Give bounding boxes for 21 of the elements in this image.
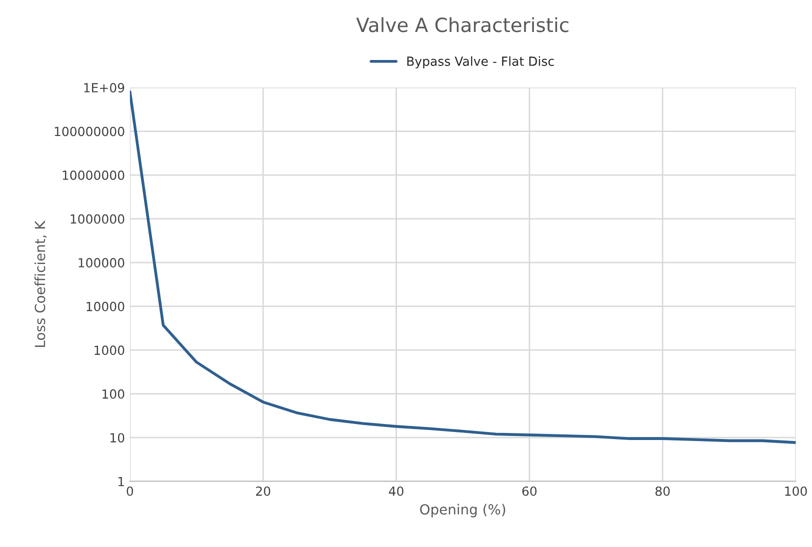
y-tick-label: 1E+09 — [84, 82, 124, 92]
y-tick-label: 1000 — [94, 346, 124, 356]
y-tick-label: 10000000 — [62, 170, 124, 180]
y-tick-label: 1 — [118, 476, 124, 486]
y-tick-label: 100 — [102, 389, 124, 399]
x-tick-label: 40 — [388, 486, 404, 496]
x-axis-title: Opening (%) — [420, 504, 506, 518]
y-tick-label: 1000000 — [70, 214, 124, 224]
x-tick-label: 80 — [655, 486, 670, 496]
y-tick-label: 10000 — [86, 302, 124, 312]
y-tick-label: 100000000 — [54, 126, 124, 136]
chart-title: Valve A Characteristic — [356, 17, 568, 32]
y-axis-title: Loss Coefficient, K — [34, 220, 47, 347]
legend-label: Bypass Valve - Flat Disc — [407, 56, 554, 68]
line-series — [130, 90, 796, 444]
x-tick-label: 60 — [522, 486, 537, 496]
x-tick-label: 0 — [126, 486, 134, 496]
y-tick-label: 10 — [110, 433, 124, 443]
x-tick-label: 20 — [256, 486, 270, 496]
y-tick-label: 100000 — [78, 258, 124, 268]
x-tick-label: 100 — [785, 486, 807, 496]
